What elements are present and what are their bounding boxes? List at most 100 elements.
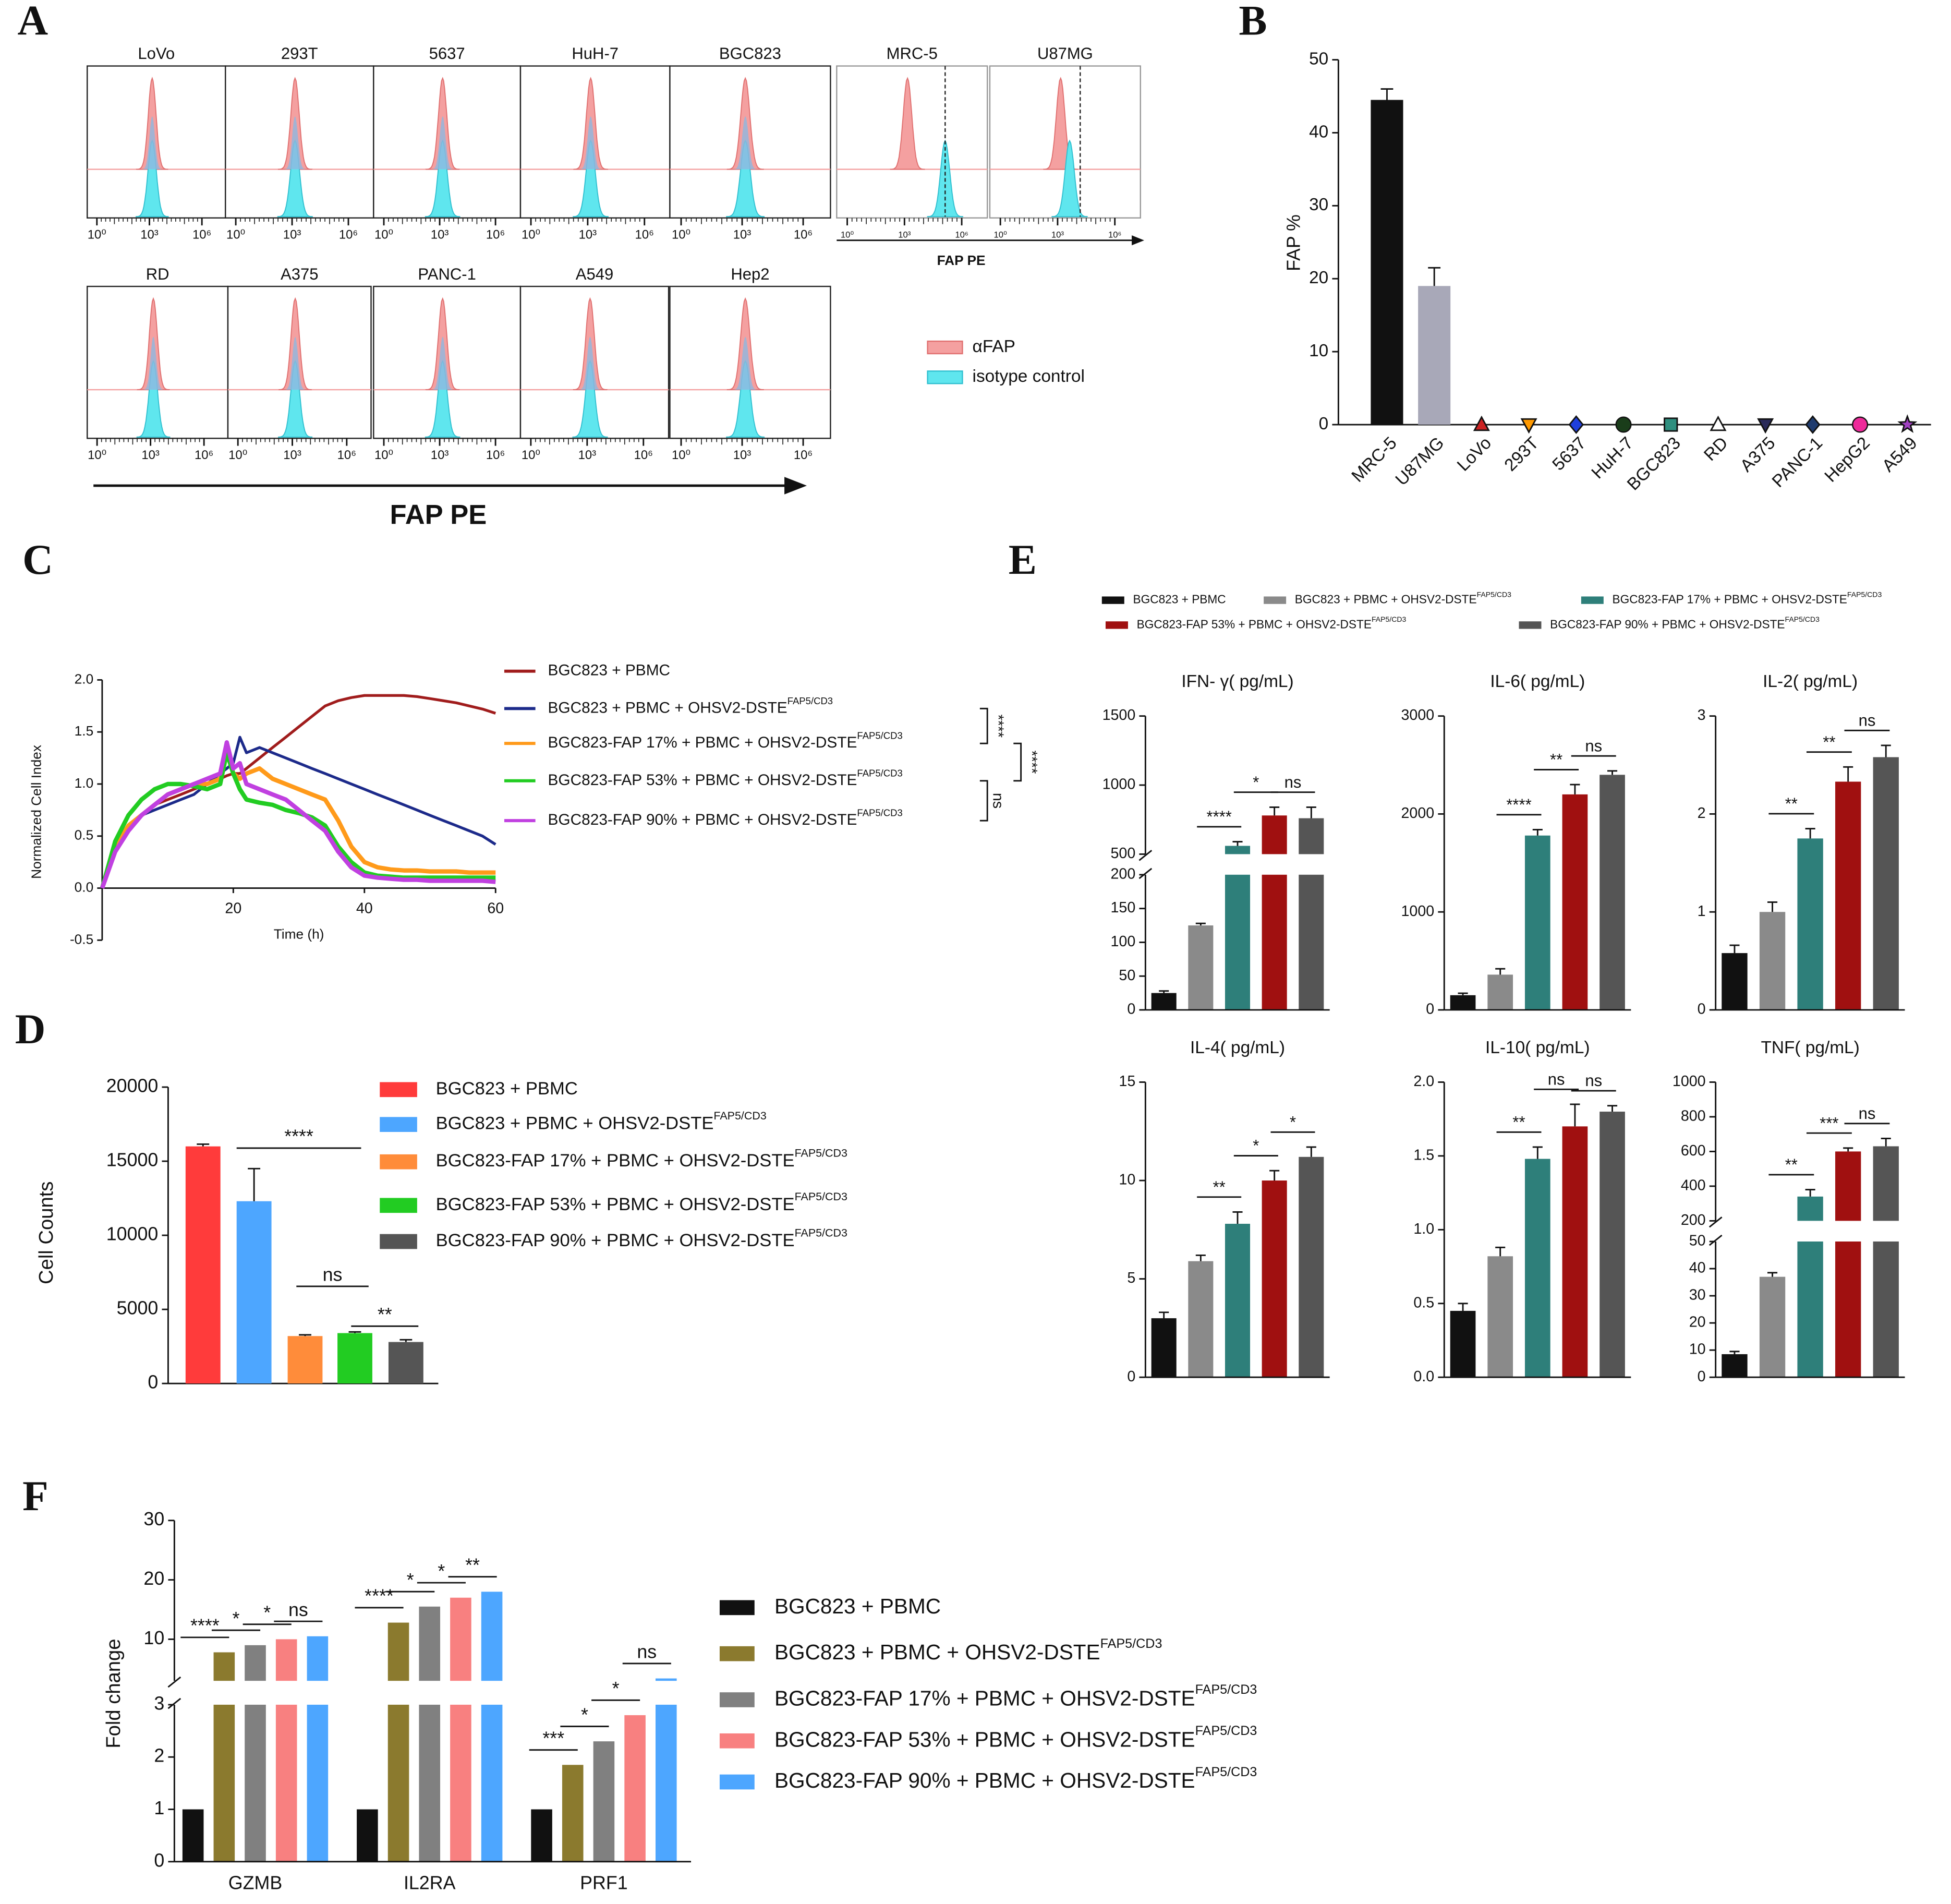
y-tick-label: 40 xyxy=(1309,122,1328,141)
significance-label: **** xyxy=(284,1126,313,1147)
y-tick-label: 500 xyxy=(1110,845,1135,862)
marker xyxy=(1805,415,1821,435)
significance-label: * xyxy=(263,1602,271,1623)
x-tick-label: 10⁶ xyxy=(634,448,653,462)
legend-label: BGC823-FAP 53% + PBMC + OHSV2-DSTEFAP5/C… xyxy=(1137,615,1407,631)
histogram-overlap xyxy=(284,336,307,390)
bar xyxy=(1835,1151,1861,1378)
legend-swatch xyxy=(927,340,963,355)
legend-swatch xyxy=(380,1117,417,1132)
bar xyxy=(1262,1180,1287,1378)
significance-label: ns xyxy=(1284,773,1302,791)
histogram-afap xyxy=(890,77,925,170)
significance-label: *** xyxy=(542,1728,564,1749)
legend-label-sup: FAP5/CD3 xyxy=(1100,1636,1162,1651)
y-tick-label: 0 xyxy=(1426,1001,1434,1018)
legend-swatch xyxy=(719,1733,755,1749)
y-tick-label: 800 xyxy=(1681,1108,1706,1125)
legend-label: αFAP xyxy=(973,337,1015,356)
x-tick-label: PRF1 xyxy=(580,1872,628,1893)
y-tick-label: 20000 xyxy=(106,1075,159,1096)
legend-label-sup: FAP5/CD3 xyxy=(1785,615,1820,623)
significance-label: * xyxy=(1290,1113,1296,1131)
legend-label: BGC823 + PBMC xyxy=(548,662,671,679)
significance-label: * xyxy=(438,1561,445,1582)
legend-label: BGC823 + PBMC xyxy=(774,1594,941,1618)
bar xyxy=(1524,1159,1550,1378)
marker xyxy=(1757,418,1774,434)
bar xyxy=(1487,974,1513,1010)
bar xyxy=(1759,1276,1786,1378)
x-tick-label: 10³ xyxy=(579,227,597,242)
significance-label: ** xyxy=(1550,751,1562,769)
significance-label: ** xyxy=(465,1554,480,1575)
x-tick-label: MRC-5 xyxy=(1348,433,1401,486)
series-line xyxy=(100,740,496,889)
legend-label-main: BGC823-FAP 90% + PBMC + OHSV2-DSTE xyxy=(774,1768,1195,1792)
y-tick-label: -0.5 xyxy=(70,931,93,947)
y-tick-label: 1000 xyxy=(1673,1073,1706,1090)
y-tick-label: 10000 xyxy=(106,1224,159,1245)
y-tick-label: 10 xyxy=(143,1628,164,1648)
bar xyxy=(450,1597,471,1862)
bar xyxy=(1487,1256,1513,1378)
significance-label: ns xyxy=(990,793,1007,809)
bar xyxy=(1299,1156,1324,1378)
significance-label: ** xyxy=(1785,1155,1798,1174)
y-axis-title: Normalized Cell Index xyxy=(29,745,44,879)
bar xyxy=(562,1765,584,1862)
legend-swatch xyxy=(380,1198,417,1213)
bar xyxy=(1418,286,1451,425)
y-tick-label: 30 xyxy=(143,1509,164,1529)
y-axis-title: Fold change xyxy=(102,1638,125,1748)
x-tick-label: 10⁰ xyxy=(374,227,393,242)
y-tick-label: 10 xyxy=(1119,1172,1135,1188)
legend-swatch xyxy=(719,1646,755,1661)
bar xyxy=(1759,912,1786,1010)
legend-swatch xyxy=(380,1234,417,1249)
legend-label-sup: FAP5/CD3 xyxy=(1477,590,1512,598)
y-tick-label: 2000 xyxy=(1401,805,1434,822)
significance-bracket xyxy=(979,780,988,822)
bar xyxy=(1873,757,1899,1010)
legend-label: BGC823 + PBMC xyxy=(1133,593,1226,606)
x-axis-title: FAP PE xyxy=(390,500,487,531)
panel-title: HuH-7 xyxy=(572,44,619,63)
series-line xyxy=(100,750,496,889)
legend-label-sup: FAP5/CD3 xyxy=(795,1190,847,1203)
histogram-overlap xyxy=(431,336,455,390)
axis-break xyxy=(167,1676,181,1688)
y-tick-label: 200 xyxy=(1110,865,1135,882)
panel-title: 5637 xyxy=(429,44,465,63)
legend-swatch xyxy=(1264,596,1287,604)
bar xyxy=(1797,838,1823,1010)
x-tick-label: 5637 xyxy=(1549,433,1590,475)
x-tick-label: 10³ xyxy=(733,227,752,242)
x-tick-label: 10⁶ xyxy=(794,448,813,462)
legend-label-main: BGC823 + PBMC + OHSV2-DSTE xyxy=(436,1114,714,1134)
axis-break xyxy=(1138,850,1153,861)
legend-label-main: BGC823-FAP 90% + PBMC + OHSV2-DSTE xyxy=(548,811,857,828)
x-tick-label: PANC-1 xyxy=(1768,433,1826,491)
legend-label-main: BGC823-FAP 90% + PBMC + OHSV2-DSTE xyxy=(1550,617,1785,631)
x-tick-label: 10⁰ xyxy=(88,227,106,242)
legend-label-sup: FAP5/CD3 xyxy=(857,808,902,818)
significance-label: ** xyxy=(1512,1113,1525,1131)
axis-break xyxy=(1138,867,1153,879)
x-tick-label: 10³ xyxy=(1051,230,1064,240)
panel-letter: D xyxy=(15,1006,46,1053)
panel-letter: A xyxy=(18,0,49,44)
x-tick-label: 10⁶ xyxy=(192,227,211,242)
x-tick-label: 10⁶ xyxy=(955,230,968,240)
bar xyxy=(1835,781,1861,1010)
y-tick-label: 3 xyxy=(1698,707,1706,724)
bar xyxy=(1151,993,1177,1010)
histogram-overlap xyxy=(732,116,758,170)
panel-title: A375 xyxy=(281,265,318,283)
panel-letter: E xyxy=(1009,536,1037,583)
legend-label: BGC823 + PBMC + OHSV2-DSTEFAP5/CD3 xyxy=(1295,590,1511,606)
y-tick-label: 1 xyxy=(154,1798,164,1818)
legend-label-sup: FAP5/CD3 xyxy=(795,1147,847,1159)
panel-title: U87MG xyxy=(1037,44,1093,63)
